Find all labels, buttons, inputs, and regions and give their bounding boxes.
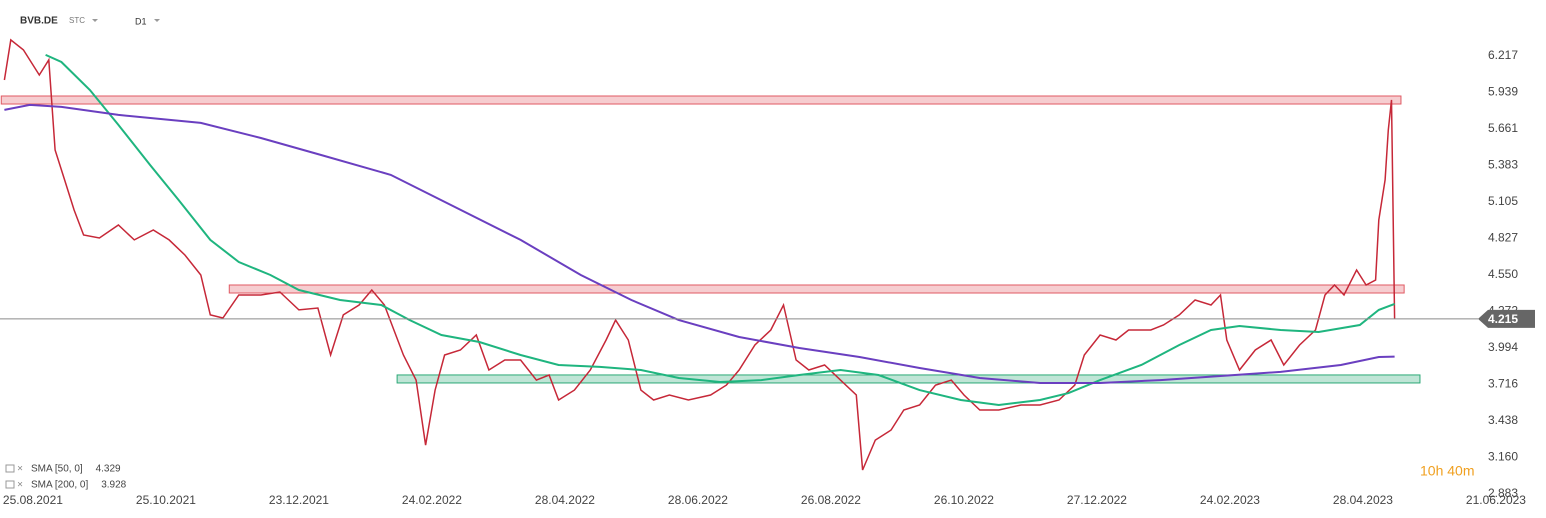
y-tick-label: 6.217 [1488, 48, 1518, 62]
y-tick-label: 3.994 [1488, 340, 1518, 354]
y-tick-label: 5.661 [1488, 121, 1518, 135]
y-tick-label: 4.550 [1488, 267, 1518, 281]
x-tick-label: 25.10.2021 [136, 493, 196, 507]
y-tick-label: 5.105 [1488, 194, 1518, 208]
legend-close: × [17, 480, 23, 491]
legend-close: × [17, 464, 23, 475]
legend-value: 3.928 [101, 480, 126, 491]
x-tick-label: 26.08.2022 [801, 493, 861, 507]
x-tick-label: 24.02.2023 [1200, 493, 1260, 507]
y-tick-label: 5.383 [1488, 158, 1518, 172]
plot: 6.2175.9395.6615.3835.1054.8274.5504.272… [0, 38, 1535, 507]
dropdown-icon[interactable] [154, 19, 160, 22]
last-price-label: 4.215 [1488, 312, 1518, 326]
legend-name: SMA [200, 0] [31, 480, 88, 491]
zone [396, 374, 1421, 384]
last-price-tag [1478, 309, 1535, 328]
zone [0, 95, 1402, 105]
x-tick-label: 23.12.2021 [269, 493, 329, 507]
legend-icon [5, 464, 15, 473]
interval[interactable]: D1 [135, 16, 147, 26]
x-tick-label: 28.06.2022 [668, 493, 728, 507]
instrument-kind: STC [69, 16, 85, 25]
x-tick-label: 27.12.2022 [1067, 493, 1127, 507]
y-tick-label: 4.827 [1488, 231, 1518, 245]
sma-line [45, 53, 1395, 407]
symbol: BVB.DE [20, 16, 58, 27]
y-tick-label: 3.716 [1488, 377, 1518, 391]
y-tick-label: 5.939 [1488, 85, 1518, 99]
x-tick-label: 28.04.2023 [1333, 493, 1393, 507]
countdown: 10h 40m [1420, 463, 1474, 479]
x-tick-label: 26.10.2022 [934, 493, 994, 507]
x-tick-label: 28.04.2022 [535, 493, 595, 507]
dropdown-icon[interactable] [92, 19, 98, 22]
legend-value: 4.329 [96, 464, 121, 475]
x-tick-label: 21.06.2023 [1466, 493, 1526, 507]
x-tick-label: 25.08.2021 [3, 493, 63, 507]
legend-icon [5, 480, 15, 489]
zone [228, 284, 1405, 294]
x-tick-label: 24.02.2022 [402, 493, 462, 507]
y-tick-label: 3.438 [1488, 413, 1518, 427]
y-tick-label: 3.160 [1488, 450, 1518, 464]
legend-name: SMA [50, 0] [31, 464, 83, 475]
sma-line [4, 103, 1395, 384]
price-line [3, 38, 1396, 471]
y-tick-label: 2.883 [1488, 486, 1518, 500]
